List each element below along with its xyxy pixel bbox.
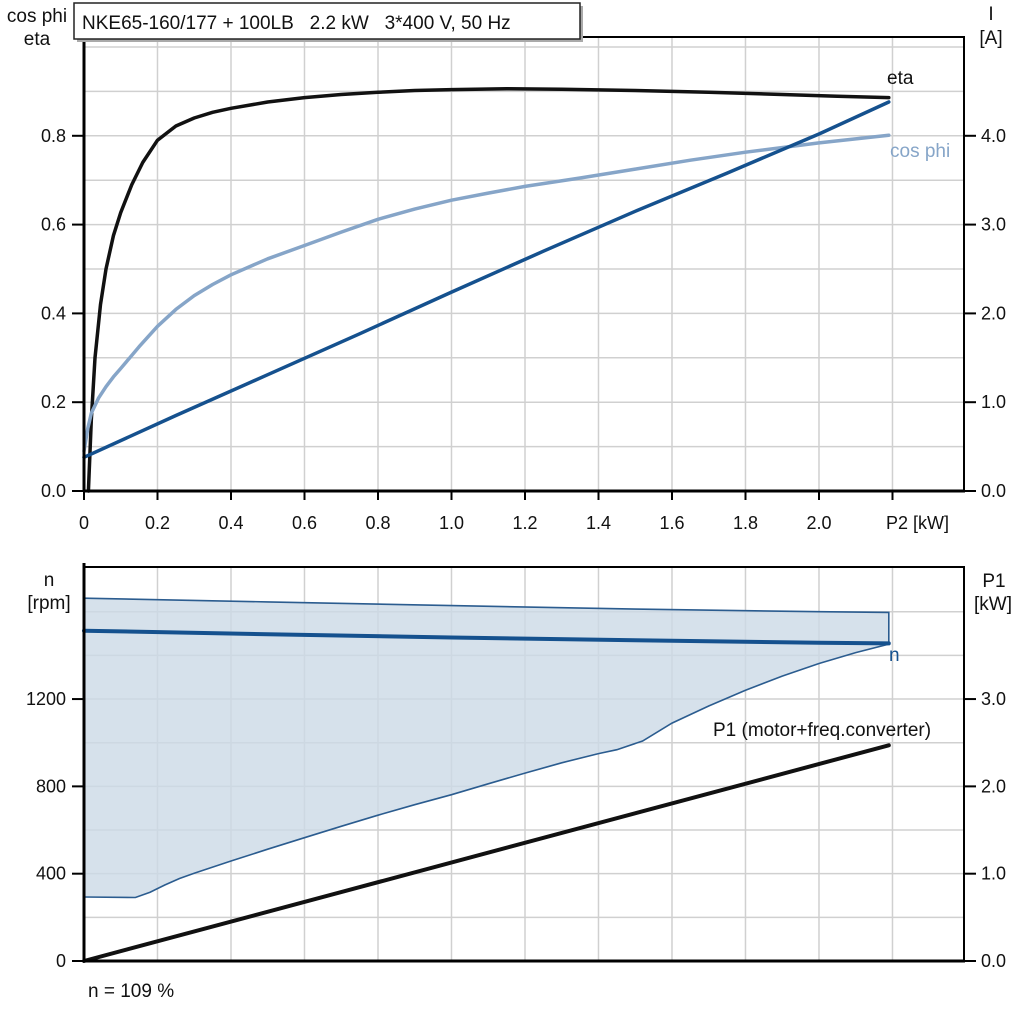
right-axis-label-p1-unit: [kW] xyxy=(974,594,1012,615)
x-tick-label: 1.6 xyxy=(659,513,684,533)
y-left-tick-label: 0.6 xyxy=(41,215,66,235)
right-axis-label-current-unit: [A] xyxy=(979,28,1002,49)
speed-note: n = 109 % xyxy=(88,981,174,1002)
speed-range-band xyxy=(84,598,889,898)
y-left-tick-label: 1200 xyxy=(26,689,66,709)
y-right-tick-label: 3.0 xyxy=(981,689,1006,709)
y-right-tick-label: 2.0 xyxy=(981,776,1006,796)
y-left-tick-label: 0 xyxy=(56,951,66,971)
x-tick-label: 1.4 xyxy=(586,513,611,533)
curve-label-n: n xyxy=(889,645,900,666)
chart-title: NKE65-160/177 + 100LB 2.2 kW 3*400 V, 50… xyxy=(82,13,511,34)
x-tick-label: 0.4 xyxy=(218,513,243,533)
y-right-tick-label: 1.0 xyxy=(981,392,1006,412)
x-tick-label: 1.8 xyxy=(733,513,758,533)
series-n xyxy=(82,628,891,646)
plot-border xyxy=(83,36,965,492)
series-I xyxy=(82,100,891,460)
x-tick-label: 2.0 xyxy=(806,513,831,533)
right-axis-label-current: I xyxy=(988,4,993,25)
axis-corner-labels: cos phi eta I [A] n [rpm] P1 [kW] xyxy=(7,4,1012,615)
y-left-tick-label: 0.8 xyxy=(41,126,66,146)
x-tick-label: 0.6 xyxy=(292,513,317,533)
curve-label-eta: eta xyxy=(887,68,914,89)
y-left-tick-label: 0.4 xyxy=(41,303,66,323)
top-chart-layer: 0 0.2 0.4 0.6 0.8 1.0 1.2 1.4 1.6 1.8 2.0 P2 [kW] 0.… xyxy=(41,33,1006,533)
y-right-tick-label: 4.0 xyxy=(981,126,1006,146)
y-right-tick-label: 2.0 xyxy=(981,303,1006,323)
right-axis-label-p1: P1 xyxy=(982,571,1005,592)
left-axis-label-speed: n xyxy=(44,570,55,591)
curve-label-p1: P1 (motor+freq.converter) xyxy=(713,720,931,741)
series-eta xyxy=(86,86,891,493)
x-tick-label: 0 xyxy=(79,513,89,533)
x-tick-label: P2 [kW] xyxy=(886,513,949,533)
y-right-tick-label: 1.0 xyxy=(981,864,1006,884)
y-right-tick-label: 0.0 xyxy=(981,481,1006,501)
y-left-tick-label: 800 xyxy=(36,776,66,796)
x-tick-label: 1.0 xyxy=(439,513,464,533)
y-right-tick-label: 3.0 xyxy=(981,215,1006,235)
left-axis-label-speed-unit: [rpm] xyxy=(27,593,70,614)
series-cos-phi xyxy=(82,133,891,453)
y-left-tick-label: 0.2 xyxy=(41,392,66,412)
x-tick-label: 0.2 xyxy=(145,513,170,533)
y-right-tick-label: 0.0 xyxy=(981,951,1006,971)
x-tick-label: 1.2 xyxy=(512,513,537,533)
series-P1 xyxy=(82,743,891,963)
left-axis-label-eta: eta xyxy=(24,29,51,50)
title-box-frame xyxy=(73,2,581,40)
y-left-tick-label: 400 xyxy=(36,864,66,884)
title-box: NKE65-160/177 + 100LB 2.2 kW 3*400 V, 50… xyxy=(73,2,583,42)
curve-label-cos-phi: cos phi xyxy=(890,141,950,162)
bottom-chart-layer: 0 400 800 1200 0.0 1.0 2.0 3.0 n P1 (motor+freq.c… xyxy=(26,563,1006,971)
y-left-tick-label: 0.0 xyxy=(41,481,66,501)
speed-range-band-edge xyxy=(83,597,890,899)
left-axis-label-cos-phi: cos phi xyxy=(7,6,67,27)
x-tick-label: 0.8 xyxy=(365,513,390,533)
